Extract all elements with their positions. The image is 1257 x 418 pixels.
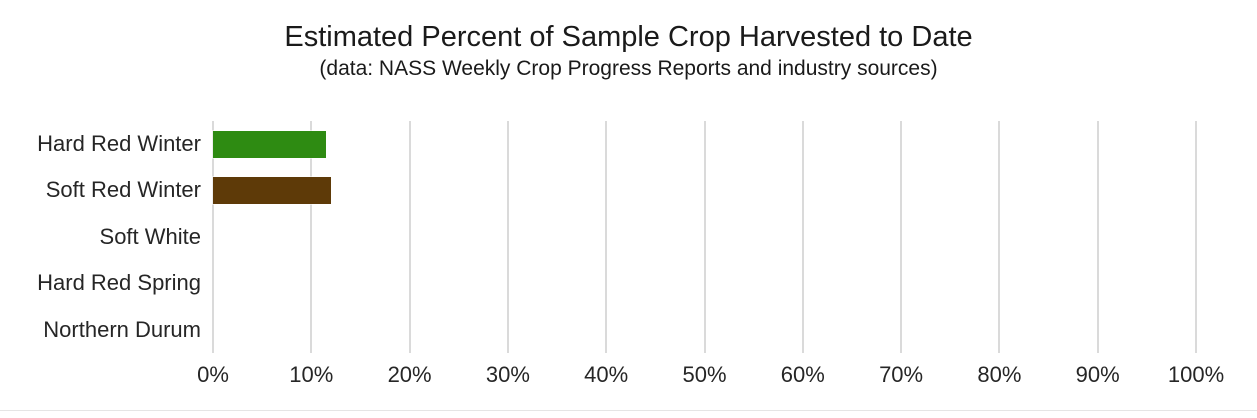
x-tick-label: 20% (387, 362, 432, 387)
x-tick-label: 50% (682, 362, 727, 387)
bar-hard-red-winter (213, 130, 327, 158)
x-tick-label: 100% (1167, 362, 1225, 387)
plot-area (212, 121, 1197, 353)
x-tick-label: 40% (584, 362, 629, 387)
x-tick-label: 90% (1075, 362, 1120, 387)
x-tick-label: 80% (977, 362, 1022, 387)
gridline (998, 121, 1001, 353)
gridline (310, 121, 313, 353)
gridline (605, 121, 608, 353)
bottom-divider (0, 410, 1257, 411)
gridline (506, 121, 509, 353)
category-label: Hard Red Winter (37, 131, 201, 156)
category-label: Northern Durum (43, 316, 201, 342)
category-label: Soft White (99, 223, 201, 249)
gridline (703, 121, 706, 353)
category-label: Hard Red Spring (37, 270, 201, 296)
x-tick-label: 0% (197, 362, 229, 387)
category-axis: Hard Red Winter Soft Red Winter Soft White… (0, 121, 201, 353)
gridline (408, 121, 411, 353)
chart-title: Estimated Percent of Sample Crop Harvest… (284, 21, 973, 53)
gridline (801, 121, 804, 353)
x-tick-label: 60% (780, 362, 825, 387)
gridline (1096, 121, 1099, 353)
x-tick-label: 10% (289, 362, 334, 387)
x-axis: 0% 10% 20% 30% 40% 50% 60% 70% 80% 90% 100% (197, 362, 1224, 392)
bar-soft-red-winter (213, 177, 331, 205)
gridline (212, 121, 214, 353)
chart-subtitle: (data: NASS Weekly Crop Progress Reports… (319, 57, 938, 80)
x-tick-label: 70% (879, 362, 924, 387)
category-label: Soft Red Winter (45, 177, 201, 203)
x-tick-label: 30% (485, 362, 530, 387)
gridline (1195, 121, 1197, 353)
gridline (900, 121, 903, 353)
